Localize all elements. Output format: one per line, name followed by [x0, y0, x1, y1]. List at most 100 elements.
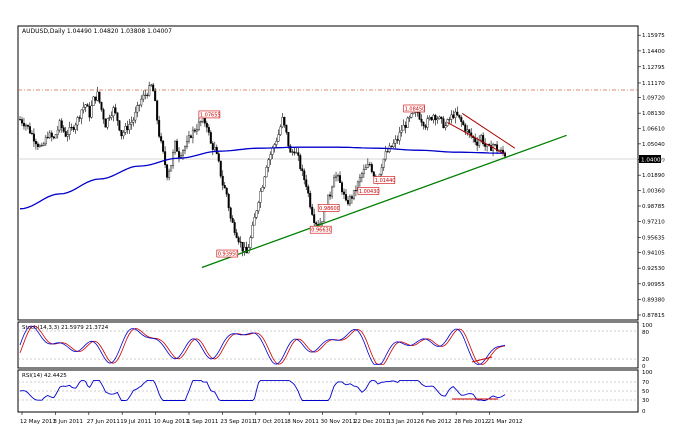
candle-body [354, 190, 357, 192]
candle-body [32, 133, 35, 142]
candle-body [156, 100, 159, 121]
price-tick-label: 1.15975 [642, 33, 665, 39]
candle-body [291, 151, 294, 153]
candle-body [209, 132, 212, 144]
moving-average-line [19, 146, 505, 210]
candle-body [70, 127, 73, 129]
candle-body [321, 221, 324, 224]
candle-body [444, 125, 447, 129]
candle-body [315, 222, 318, 225]
candle-body [82, 107, 85, 111]
candle-body [305, 179, 308, 187]
annotation-box[interactable] [403, 104, 425, 113]
rsi-scale-50: 50 [642, 389, 649, 395]
candle-body [396, 139, 399, 141]
time-tick-label: 6 Feb 2012 [421, 419, 452, 425]
candle-body [342, 191, 345, 195]
stoch-scale-100: 100 [642, 323, 653, 329]
candle-body [454, 111, 457, 118]
candle-body [229, 207, 232, 219]
candle-body [215, 147, 218, 154]
candle-body [76, 117, 79, 126]
candle-body [362, 169, 365, 174]
candle-body [178, 151, 181, 158]
price-tick-label: 0.90955 [642, 282, 665, 288]
candle-body [275, 141, 278, 145]
candle-body [307, 186, 310, 194]
stoch-pane[interactable] [17, 321, 639, 369]
candle-body [237, 237, 240, 243]
price-tick-label: 1.09720 [642, 95, 665, 101]
candle-body [114, 107, 117, 113]
price-tick-label: 0.97210 [642, 220, 665, 226]
price-tick-label: 0.98785 [642, 204, 665, 210]
candle-body [140, 98, 143, 106]
main-price-pane[interactable] [17, 25, 639, 321]
candle-body [406, 117, 409, 128]
annotation-box[interactable] [309, 225, 332, 234]
candle-body [180, 155, 183, 158]
candle-body [154, 90, 157, 102]
price-tick-label: 1.06610 [642, 126, 665, 132]
candle-body [364, 167, 367, 170]
candle-body [152, 84, 155, 92]
candle-body [116, 112, 119, 121]
annotation-box[interactable] [198, 110, 221, 119]
candle-body [197, 121, 200, 130]
candle-body [112, 107, 115, 117]
candle-body [299, 155, 302, 169]
candle-body [277, 134, 280, 142]
candle-body [283, 116, 286, 126]
candle-body [346, 199, 349, 205]
current-price-marker [639, 155, 661, 163]
candle-body [241, 242, 244, 252]
candle-body [34, 141, 37, 145]
candle-body [66, 134, 69, 137]
channel-upper-line[interactable] [461, 113, 516, 149]
candle-body [466, 129, 469, 132]
stoch-scale-0: 0 [642, 364, 646, 370]
candle-body [239, 241, 242, 243]
annotation-label: 1.07655 [200, 112, 221, 118]
candle-body [422, 122, 425, 127]
stoch-scale-20: 20 [642, 357, 649, 363]
candle-body [166, 164, 169, 178]
price-tick-label: 1.11170 [642, 81, 665, 87]
channel-lower-line[interactable] [447, 121, 506, 155]
annotation-label: 0.98600 [319, 206, 340, 212]
candle-body [480, 135, 483, 141]
candle-body [339, 175, 342, 183]
candle-body [476, 141, 479, 146]
annotation-box[interactable] [373, 176, 396, 184]
candle-body [335, 175, 338, 178]
candle-body [231, 218, 234, 223]
annotation-box[interactable] [317, 204, 340, 212]
candle-body [56, 129, 59, 135]
annotation-box[interactable] [216, 249, 239, 258]
candle-body [293, 151, 296, 154]
candle-body [124, 125, 127, 133]
time-tick-label: 1 Sep 2011 [187, 419, 218, 425]
candle-body [205, 123, 208, 128]
candle-body [380, 167, 383, 175]
candle-body [235, 232, 238, 238]
annotation-label: 0.96630 [311, 228, 332, 234]
candle-body [255, 210, 258, 218]
price-tick-label: 1.12795 [642, 65, 665, 71]
support-trendline[interactable] [201, 134, 567, 269]
candle-body [344, 194, 347, 201]
candle-body [311, 206, 314, 215]
candle-body [233, 222, 236, 233]
candle-body [436, 118, 439, 121]
candle-body [297, 152, 300, 156]
price-tick-label: 0.92530 [642, 266, 665, 272]
candle-body [120, 129, 123, 137]
candle-body [448, 119, 451, 121]
candle-body [287, 132, 290, 147]
candle-body [213, 147, 216, 150]
candle-body [370, 164, 373, 173]
price-tick-label: 1.00360 [642, 188, 665, 194]
annotation-box[interactable] [357, 187, 380, 195]
